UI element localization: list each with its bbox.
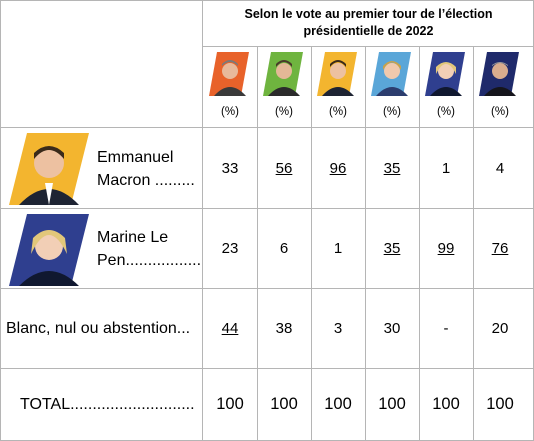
table-cell: 100 [324, 395, 352, 413]
candidate-photo-4 [371, 52, 411, 96]
candidate-photo-5 [425, 52, 465, 96]
table-cell: 100 [378, 395, 406, 413]
table-cell: 38 [275, 320, 293, 337]
row-label-total: TOTAL............................ [20, 396, 195, 413]
column-unit-label: (%) [329, 106, 347, 118]
table-cell: 1 [441, 159, 451, 177]
table-cell: 4 [495, 159, 505, 177]
header-title: Selon le vote au premier tour de l’élect… [203, 6, 534, 40]
table-cell: 44 [221, 320, 239, 337]
table-cell: 35 [383, 159, 401, 177]
row-label-line: Pen................. [97, 252, 202, 269]
macron-photo [9, 133, 89, 205]
column-unit-label: (%) [383, 106, 401, 118]
row-label-line: Macron ......... [97, 172, 195, 189]
table-cell: 56 [275, 159, 293, 177]
table-border-left [0, 0, 1, 441]
candidate-photo-6 [479, 52, 519, 96]
table-cell: 23 [221, 240, 239, 257]
le-pen-photo [9, 214, 89, 286]
table-cell: 33 [221, 159, 239, 177]
col-divider [473, 46, 474, 441]
row-divider [0, 127, 534, 128]
column-unit-label: (%) [437, 106, 455, 118]
row-divider [0, 288, 534, 289]
row-divider [0, 368, 534, 369]
col-divider [202, 0, 203, 441]
col-divider [419, 46, 420, 441]
row-divider [0, 208, 534, 209]
row-label-line: Marine Le [97, 229, 169, 246]
table-cell: - [443, 320, 449, 337]
column-unit-label: (%) [275, 106, 293, 118]
table-border-top [0, 0, 534, 1]
table-cell: 30 [383, 320, 401, 337]
column-unit-label: (%) [221, 106, 239, 118]
candidate-photo-2 [263, 52, 303, 96]
column-unit-label: (%) [491, 106, 509, 118]
row-label-blanc-nul-abstention: Blanc, nul ou abstention... [6, 320, 191, 337]
table-cell: 100 [216, 395, 244, 413]
table-cell: 3 [333, 320, 343, 337]
row-label-le-pen: Marine Le Pen................. [97, 226, 201, 272]
row-label-line: Emmanuel [97, 149, 174, 166]
table-cell: 35 [383, 240, 401, 257]
table-cell: 96 [329, 159, 347, 177]
col-divider [365, 46, 366, 441]
table-cell: 99 [437, 240, 455, 257]
candidate-photo-3 [317, 52, 357, 96]
col-divider [257, 46, 258, 441]
header-title-line2: présidentielle de 2022 [303, 24, 434, 38]
row-label-macron: Emmanuel Macron ......... [97, 146, 195, 192]
table-cell: 20 [491, 320, 509, 337]
table-cell: 1 [333, 240, 343, 257]
header-divider [203, 46, 534, 47]
col-divider [311, 46, 312, 441]
table-cell: 100 [432, 395, 460, 413]
table-cell: 6 [279, 240, 289, 257]
table-cell: 100 [486, 395, 514, 413]
header-title-line1: Selon le vote au premier tour de l’élect… [244, 7, 493, 21]
candidate-photo-1 [209, 52, 249, 96]
table-cell: 76 [491, 240, 509, 257]
table-cell: 100 [270, 395, 298, 413]
